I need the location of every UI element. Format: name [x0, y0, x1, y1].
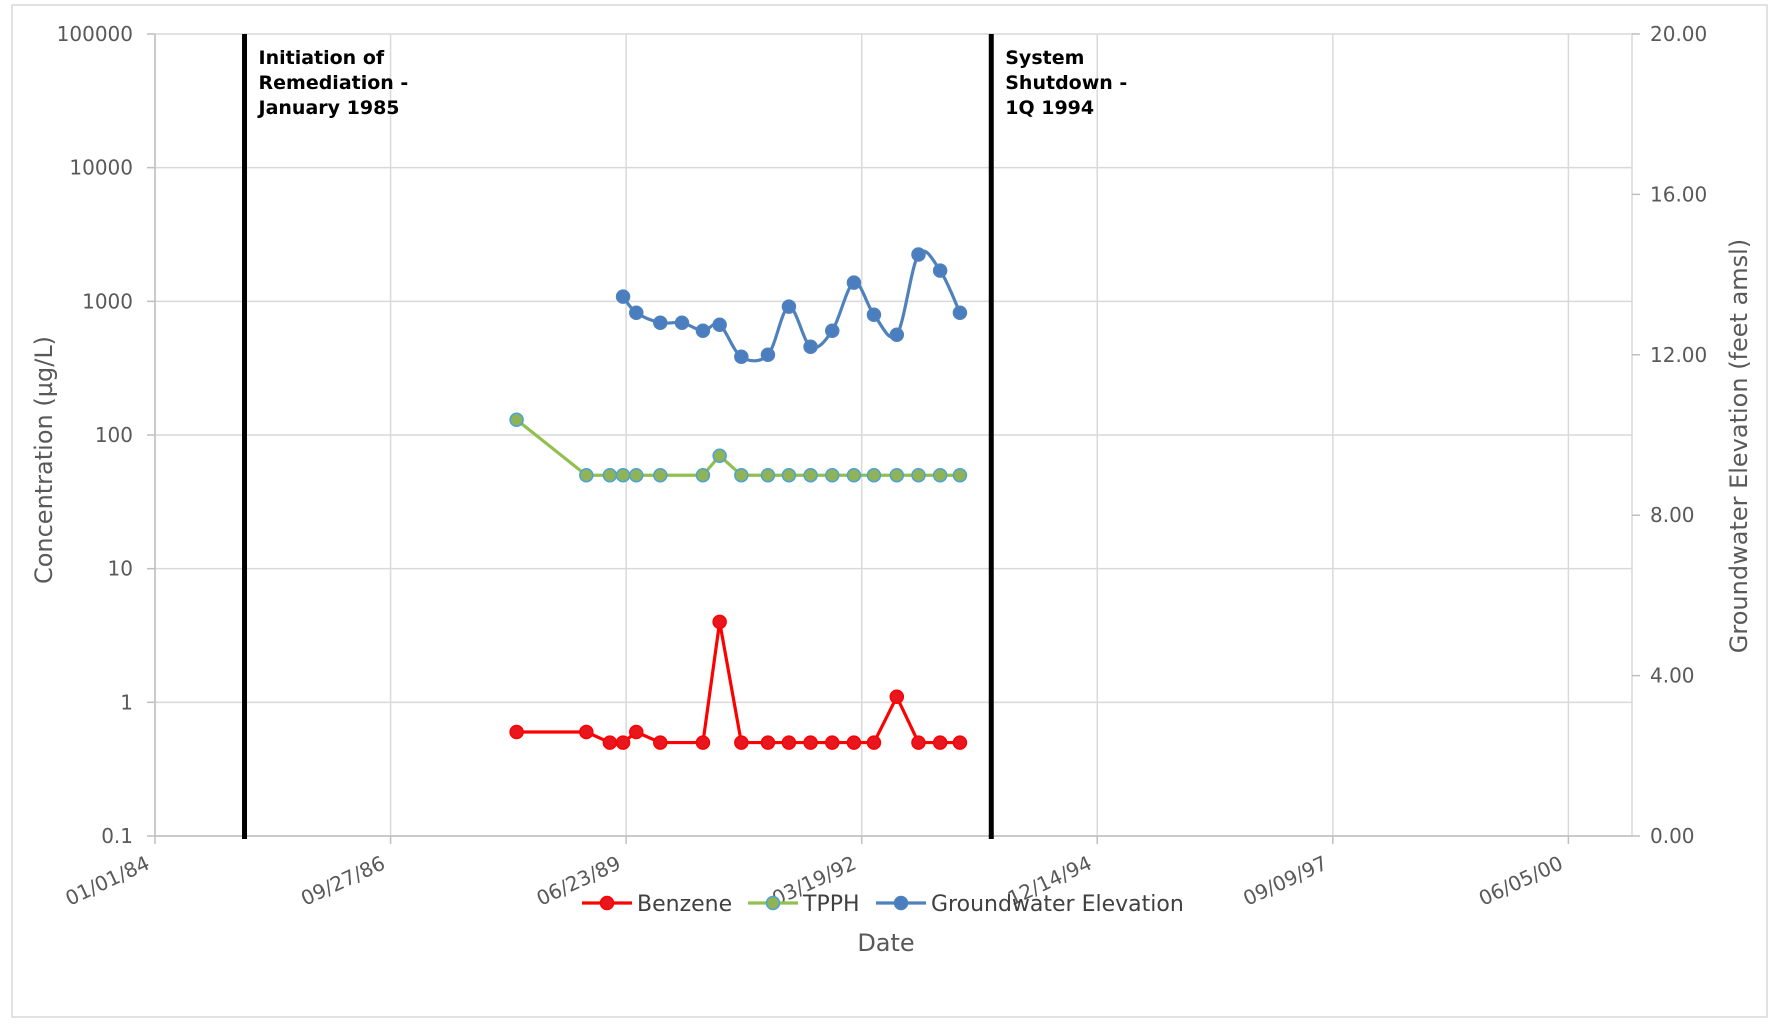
y-tick-label: 0.1	[101, 824, 133, 848]
benzene-point	[911, 735, 926, 750]
groundwater-elevation-point	[653, 315, 668, 330]
benzene-series	[509, 614, 968, 750]
annotation-text: Initiation of	[259, 47, 385, 69]
benzene-point	[760, 735, 776, 750]
benzene-point	[781, 735, 797, 750]
chart-border	[11, 4, 1768, 1018]
x-axis-title: Date	[857, 929, 914, 957]
y2-tick-label: 20.00	[1650, 22, 1707, 46]
tpph-point	[615, 467, 631, 483]
groundwater-elevation-series	[615, 247, 968, 365]
groundwater-elevation-point	[760, 347, 776, 363]
tpph-point	[579, 467, 594, 483]
y-tick-label: 1000	[82, 289, 133, 313]
groundwater-elevation-point	[866, 307, 882, 322]
benzene-point	[629, 724, 644, 740]
annotation-text: Shutdown -	[1005, 72, 1127, 94]
legend-swatch-marker	[893, 895, 909, 911]
tpph-point	[781, 467, 797, 483]
groundwater-elevation-point	[911, 247, 926, 262]
legend-label: Benzene	[637, 892, 732, 917]
tpph-point	[846, 467, 862, 483]
y-tick-label: 10000	[69, 156, 133, 180]
groundwater-elevation-point	[889, 327, 905, 342]
benzene-point	[889, 689, 905, 705]
annotation-text: 1Q 1994	[1005, 97, 1094, 119]
legend-swatch-marker	[599, 895, 615, 911]
groundwater-elevation-point	[674, 315, 690, 330]
groundwater-elevation-point	[712, 317, 727, 332]
groundwater-elevation-point	[825, 323, 840, 338]
series	[509, 247, 968, 750]
annotation-text: January 1985	[257, 97, 400, 119]
groundwater-elevation-point	[695, 323, 711, 338]
y2-tick-label: 0.00	[1650, 824, 1695, 848]
legend: Benzene TPPH Groundwater Elevation	[582, 892, 1184, 917]
groundwater-elevation-point	[846, 275, 862, 290]
groundwater-elevation-point	[629, 305, 644, 320]
groundwater-elevation-point	[781, 299, 797, 314]
y-tick-label: 10	[108, 557, 133, 581]
benzene-point	[866, 735, 882, 750]
tpph-point	[760, 467, 776, 483]
y2-tick-label: 8.00	[1650, 503, 1695, 527]
benzene-point	[952, 735, 968, 750]
tpph-point	[911, 467, 926, 483]
legend-item-groundwater-elevation: Groundwater Elevation	[876, 892, 1184, 917]
benzene-point	[825, 735, 840, 750]
annotations: Initiation of Remediation - January 1985 Sy…	[242, 34, 1127, 839]
tpph-point	[653, 467, 668, 483]
y2-tick-label: 12.00	[1650, 343, 1707, 367]
benzene-point	[509, 724, 524, 740]
axes	[147, 33, 1640, 844]
tpph-point	[866, 467, 882, 483]
benzene-point	[602, 735, 618, 750]
y-tick-label: 100000	[57, 22, 133, 46]
annotation-text: Remediation -	[259, 72, 409, 94]
legend-label: TPPH	[802, 892, 860, 917]
groundwater-elevation-point	[734, 349, 749, 365]
benzene-point	[579, 724, 594, 740]
benzene-point	[846, 735, 862, 750]
benzene-point	[803, 735, 818, 750]
tpph-point	[932, 467, 948, 483]
tpph-point	[509, 412, 524, 428]
tpph-point	[695, 467, 711, 483]
groundwater-elevation-point	[803, 339, 818, 355]
tpph-point	[825, 467, 840, 483]
y2-tick-label: 16.00	[1650, 182, 1707, 206]
y-axis-title: Concentration (µg/L)	[30, 336, 58, 584]
tpph-point	[629, 467, 644, 483]
legend-label: Groundwater Elevation	[931, 892, 1184, 917]
groundwater-elevation-point	[932, 263, 948, 278]
y2-axis-title: Groundwater Elevation (feet amsl)	[1725, 239, 1753, 653]
benzene-point	[653, 735, 668, 750]
legend-swatch-marker	[765, 895, 781, 911]
benzene-point	[734, 735, 749, 750]
y-tick-label: 1	[120, 690, 133, 714]
benzene-point	[695, 735, 711, 750]
tpph-point	[803, 467, 818, 483]
y-tick-label: 100	[95, 423, 133, 447]
tpph-point	[952, 467, 968, 483]
legend-item-tpph: TPPH	[748, 892, 860, 917]
tpph-point	[889, 467, 905, 483]
tpph-point	[602, 467, 618, 483]
tpph-point	[734, 467, 749, 483]
y2-tick-label: 4.00	[1650, 664, 1695, 688]
tpph-series	[509, 412, 968, 483]
groundwater-elevation-point	[952, 305, 968, 320]
benzene-point	[615, 735, 631, 750]
benzene-point	[932, 735, 948, 750]
tpph-point	[712, 448, 727, 463]
legend-item-benzene: Benzene	[582, 892, 732, 917]
annotation-text: System	[1005, 47, 1084, 69]
benzene-point	[712, 614, 727, 630]
groundwater-elevation-point	[615, 289, 631, 304]
